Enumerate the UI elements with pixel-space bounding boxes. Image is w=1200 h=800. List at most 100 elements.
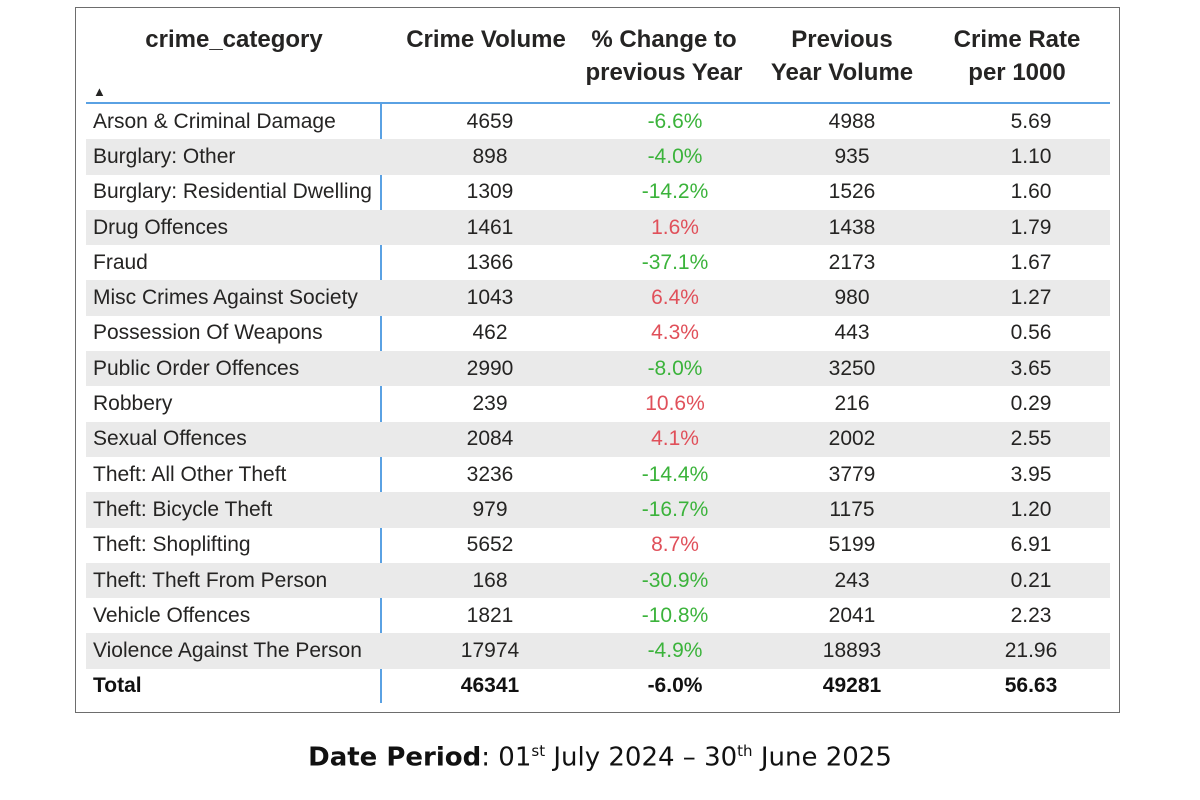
total-percent-change: -6.0% (647, 674, 703, 698)
table-row[interactable]: Violence Against The Person 17974 -4.9% 188… (86, 633, 1110, 669)
cell-crime-rate: 0.21 (1010, 568, 1052, 592)
cell-crime-volume: 17974 (460, 639, 520, 663)
crime-table-visual: crime_category ▲ Crime Volume % Change t… (75, 7, 1120, 713)
cell-crime-category: Theft: Bicycle Theft (93, 497, 273, 521)
column-divider (380, 104, 382, 703)
cell-crime-volume: 1821 (466, 603, 514, 627)
table-row[interactable]: Theft: Theft From Person 168 -30.9% 243 0.21 (86, 562, 1110, 599)
cell-crime-category: Arson & Criminal Damage (93, 109, 336, 133)
date-period-label: Date Period (308, 742, 482, 773)
header-percent-change[interactable]: % Change to previous Year (576, 23, 752, 89)
header-crime-category[interactable]: crime_category (140, 23, 328, 56)
header-crime-rate[interactable]: Crime Rate per 1000 (932, 23, 1102, 89)
cell-percent-change: 4.3% (651, 321, 699, 345)
table-row[interactable]: Burglary: Other 898 -4.0% 935 1.10 (86, 139, 1110, 175)
cell-crime-category: Theft: Shoplifting (93, 533, 251, 557)
header-volume-label: Crime Volume (406, 26, 566, 53)
cell-percent-change: -4.9% (647, 639, 703, 663)
cell-percent-change: -14.4% (641, 462, 709, 486)
cell-crime-rate: 1.27 (1010, 286, 1052, 310)
cell-percent-change: -6.6% (647, 109, 703, 133)
table-row[interactable]: Fraud 1366 -37.1% 2173 1.67 (86, 245, 1110, 280)
total-crime-volume: 46341 (460, 674, 520, 698)
table-row[interactable]: Theft: Bicycle Theft 979 -16.7% 1175 1.20 (86, 492, 1110, 528)
header-rate-line2: per 1000 (968, 59, 1066, 86)
cell-previous-volume: 1438 (828, 215, 876, 239)
cell-previous-volume: 4988 (828, 109, 876, 133)
cell-previous-volume: 3250 (828, 356, 876, 380)
table-row[interactable]: Burglary: Residential Dwelling 1309 -14.2%… (86, 175, 1110, 210)
total-previous-volume: 49281 (822, 674, 882, 698)
cell-crime-volume: 2990 (466, 356, 514, 380)
start-day: 01 (498, 742, 532, 773)
cell-crime-rate: 1.10 (1010, 144, 1052, 168)
header-crime-volume[interactable]: Crime Volume (388, 23, 584, 56)
header-previous-volume[interactable]: Previous Year Volume (756, 23, 928, 89)
cell-crime-rate: 6.91 (1010, 533, 1052, 557)
table-row[interactable]: Sexual Offences 2084 4.1% 2002 2.55 (86, 421, 1110, 457)
cell-crime-rate: 1.79 (1010, 215, 1052, 239)
cell-crime-category: Sexual Offences (93, 427, 247, 451)
cell-previous-volume: 443 (834, 321, 870, 345)
cell-crime-rate: 3.95 (1010, 462, 1052, 486)
cell-crime-rate: 1.20 (1010, 497, 1052, 521)
cell-percent-change: 4.1% (651, 427, 699, 451)
cell-previous-volume: 216 (834, 392, 870, 416)
cell-crime-rate: 0.29 (1010, 392, 1052, 416)
cell-crime-volume: 1366 (466, 250, 514, 274)
cell-percent-change: -16.7% (641, 497, 709, 521)
cell-previous-volume: 2002 (828, 427, 876, 451)
table-row[interactable]: Drug Offences 1461 1.6% 1438 1.79 (86, 209, 1110, 246)
cell-crime-volume: 462 (472, 321, 508, 345)
table-row[interactable]: Arson & Criminal Damage 4659 -6.6% 4988 5.69 (86, 104, 1110, 139)
cell-percent-change: 8.7% (651, 533, 699, 557)
cell-crime-volume: 2084 (466, 427, 514, 451)
cell-crime-volume: 1461 (466, 215, 514, 239)
cell-previous-volume: 243 (834, 568, 870, 592)
sort-ascending-icon[interactable]: ▲ (93, 84, 106, 99)
cell-percent-change: 6.4% (651, 286, 699, 310)
date-range-middle: July 2024 – 30 (553, 742, 738, 773)
cell-crime-category: Fraud (93, 250, 148, 274)
header-change-line1: % Change to (591, 26, 737, 53)
date-period-separator: : (481, 742, 491, 773)
header-prev-line1: Previous (791, 26, 893, 53)
cell-crime-volume: 3236 (466, 462, 514, 486)
cell-previous-volume: 2041 (828, 603, 876, 627)
cell-crime-rate: 1.60 (1010, 180, 1052, 204)
cell-crime-category: Vehicle Offences (93, 603, 251, 627)
table-row[interactable]: Public Order Offences 2990 -8.0% 3250 3.65 (86, 351, 1110, 387)
total-label: Total (93, 674, 142, 698)
cell-crime-category: Robbery (93, 392, 173, 416)
cell-previous-volume: 1526 (828, 180, 876, 204)
cell-crime-volume: 898 (472, 144, 508, 168)
table-row[interactable]: Possession Of Weapons 462 4.3% 443 0.56 (86, 316, 1110, 351)
header-rate-line1: Crime Rate (953, 26, 1081, 53)
table-row[interactable]: Vehicle Offences 1821 -10.8% 2041 2.23 (86, 598, 1110, 633)
table-row[interactable]: Misc Crimes Against Society 1043 6.4% 980 1.… (86, 280, 1110, 316)
cell-crime-category: Theft: All Other Theft (93, 462, 287, 486)
cell-crime-category: Public Order Offences (93, 356, 300, 380)
cell-previous-volume: 980 (834, 286, 870, 310)
cell-percent-change: -30.9% (641, 568, 709, 592)
cell-crime-category: Possession Of Weapons (93, 321, 323, 345)
total-row: Total 46341 -6.0% 49281 56.63 (86, 669, 1110, 704)
cell-percent-change: -8.0% (647, 356, 703, 380)
cell-crime-volume: 5652 (466, 533, 514, 557)
cell-crime-rate: 21.96 (1004, 639, 1058, 663)
table-row[interactable]: Robbery 239 10.6% 216 0.29 (86, 386, 1110, 421)
start-day-suffix: st (531, 742, 546, 760)
table-row[interactable]: Theft: All Other Theft 3236 -14.4% 3779 3.95 (86, 457, 1110, 492)
cell-previous-volume: 1175 (829, 497, 875, 521)
cell-previous-volume: 2173 (828, 250, 876, 274)
cell-percent-change: -14.2% (641, 180, 709, 204)
table-body: Arson & Criminal Damage 4659 -6.6% 4988 5.69… (86, 104, 1110, 704)
table-row[interactable]: Theft: Shoplifting 5652 8.7% 5199 6.91 (86, 528, 1110, 563)
cell-crime-rate: 2.55 (1010, 427, 1052, 451)
cell-previous-volume: 3779 (828, 462, 876, 486)
cell-crime-category: Theft: Theft From Person (93, 568, 328, 592)
cell-crime-volume: 168 (472, 568, 508, 592)
cell-crime-rate: 3.65 (1010, 356, 1052, 380)
cell-previous-volume: 18893 (822, 639, 882, 663)
cell-crime-category: Drug Offences (93, 215, 229, 239)
